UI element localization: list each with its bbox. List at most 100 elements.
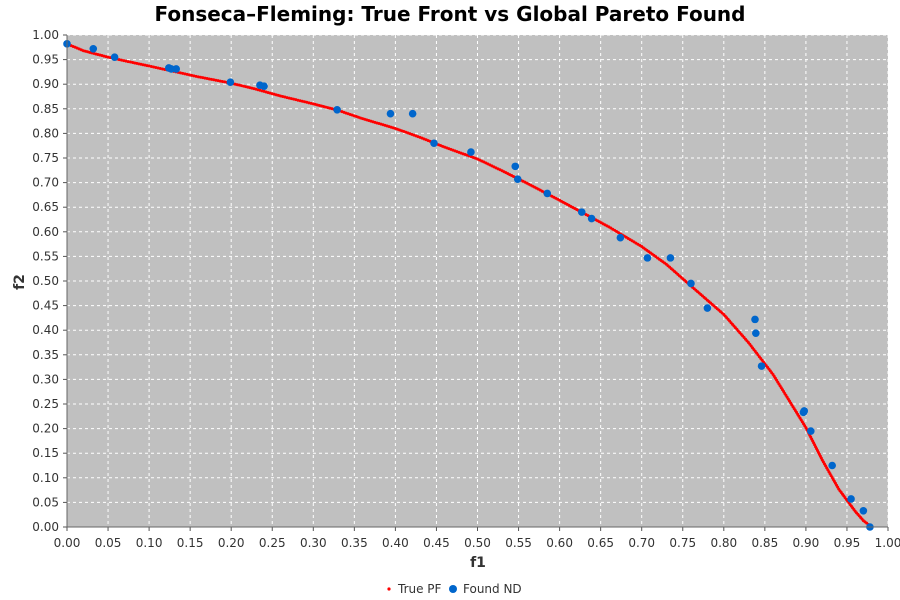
true-pf-point bbox=[126, 60, 130, 64]
y-tick-label: 0.35 bbox=[32, 348, 59, 362]
true-pf-point bbox=[147, 64, 151, 68]
true-pf-point bbox=[152, 65, 156, 69]
true-pf-point bbox=[192, 74, 196, 78]
x-tick-label: 0.20 bbox=[218, 536, 245, 550]
found-nd-point bbox=[643, 254, 652, 262]
x-tick-label: 0.10 bbox=[136, 536, 163, 550]
found-nd-point bbox=[577, 208, 586, 216]
x-tick-label: 0.25 bbox=[259, 536, 286, 550]
true-pf-point bbox=[161, 67, 165, 71]
legend-true-pf-label: True PF bbox=[397, 582, 442, 596]
found-nd-point bbox=[687, 279, 695, 288]
y-tick-label: 0.60 bbox=[32, 225, 59, 239]
x-tick-label: 0.50 bbox=[464, 536, 491, 550]
true-pf-point bbox=[154, 65, 158, 69]
found-nd-point bbox=[807, 427, 815, 435]
x-tick-label: 0.80 bbox=[710, 536, 737, 550]
series-found-nd bbox=[63, 40, 874, 531]
true-pf-point bbox=[181, 71, 185, 75]
x-tick-label: 0.30 bbox=[300, 536, 327, 550]
x-tick-label: 0.90 bbox=[793, 536, 820, 550]
legend-found-nd-label: Found ND bbox=[463, 582, 522, 596]
x-axis: 0.00 0.05 0.10 0.15 0.20 0.25 0.30 0.35 0.40 0.45… bbox=[54, 526, 900, 550]
found-nd-point bbox=[752, 329, 760, 337]
y-tick-label: 0.25 bbox=[32, 397, 59, 411]
y-axis: 0.00 0.05 0.10 0.15 0.20 0.25 0.30 0.35 0.40 0.45… bbox=[32, 28, 68, 534]
found-nd-point bbox=[172, 65, 180, 73]
found-nd-point bbox=[226, 78, 235, 87]
y-tick-label: 0.85 bbox=[32, 102, 59, 116]
y-tick-label: 0.70 bbox=[32, 176, 59, 190]
x-tick-label: 0.00 bbox=[54, 536, 81, 550]
y-tick-label: 0.75 bbox=[32, 151, 59, 165]
x-tick-label: 0.40 bbox=[382, 536, 409, 550]
x-axis-label: f1 bbox=[470, 555, 486, 571]
found-nd-point bbox=[859, 506, 868, 515]
found-nd-point bbox=[828, 461, 836, 470]
y-axis-label: f2 bbox=[12, 274, 28, 290]
found-nd-point bbox=[467, 148, 475, 156]
true-pf-point bbox=[183, 72, 187, 76]
y-tick-label: 0.65 bbox=[32, 200, 59, 214]
found-nd-point bbox=[430, 139, 438, 148]
found-nd-point bbox=[408, 109, 417, 118]
x-tick-label: 0.75 bbox=[669, 536, 696, 550]
found-nd-point bbox=[587, 214, 596, 223]
found-nd-point bbox=[89, 44, 98, 53]
true-pf-point bbox=[158, 66, 162, 70]
true-pf-point bbox=[106, 55, 110, 59]
y-tick-label: 0.40 bbox=[32, 323, 59, 337]
x-tick-label: 1.00 bbox=[875, 536, 900, 550]
y-tick-label: 0.00 bbox=[32, 520, 59, 534]
x-tick-label: 0.70 bbox=[628, 536, 655, 550]
found-nd-point bbox=[751, 315, 759, 324]
y-tick-label: 0.55 bbox=[32, 249, 59, 263]
found-nd-point bbox=[757, 362, 766, 370]
y-tick-label: 0.90 bbox=[32, 77, 59, 91]
y-tick-label: 0.30 bbox=[32, 372, 59, 386]
found-nd-point bbox=[616, 233, 625, 242]
x-tick-label: 0.55 bbox=[505, 536, 532, 550]
y-tick-label: 0.10 bbox=[32, 471, 59, 485]
chart-title: Fonseca–Fleming: True Front vs Global Pa… bbox=[154, 2, 745, 26]
found-nd-point bbox=[847, 495, 855, 503]
legend: True PF Found ND bbox=[387, 582, 522, 596]
true-pf-point bbox=[178, 71, 182, 75]
x-tick-label: 0.35 bbox=[341, 536, 368, 550]
x-tick-label: 0.85 bbox=[751, 536, 778, 550]
true-pf-point bbox=[117, 58, 121, 62]
true-pf-point bbox=[190, 73, 194, 77]
y-tick-label: 0.80 bbox=[32, 126, 59, 140]
x-tick-label: 0.15 bbox=[177, 536, 204, 550]
x-tick-label: 0.60 bbox=[546, 536, 573, 550]
found-nd-point bbox=[513, 175, 522, 183]
x-tick-label: 0.45 bbox=[423, 536, 450, 550]
true-pf-point bbox=[156, 66, 160, 70]
found-nd-point bbox=[260, 82, 268, 90]
legend-found-nd-marker bbox=[449, 585, 457, 593]
true-pf-point bbox=[194, 74, 198, 78]
y-tick-label: 1.00 bbox=[32, 28, 59, 42]
legend-true-pf-marker bbox=[387, 587, 391, 591]
found-nd-point bbox=[666, 254, 675, 262]
found-nd-point bbox=[386, 109, 395, 118]
true-pf-point bbox=[149, 64, 153, 68]
y-tick-label: 0.95 bbox=[32, 53, 59, 67]
found-nd-point bbox=[511, 162, 520, 171]
true-pf-point bbox=[185, 72, 189, 76]
x-tick-label: 0.05 bbox=[95, 536, 122, 550]
found-nd-point bbox=[703, 304, 712, 312]
x-tick-label: 0.65 bbox=[587, 536, 614, 550]
found-nd-point bbox=[110, 53, 119, 61]
x-tick-label: 0.95 bbox=[834, 536, 861, 550]
found-nd-point bbox=[333, 105, 341, 114]
y-tick-label: 0.05 bbox=[32, 495, 59, 509]
found-nd-point bbox=[543, 189, 552, 198]
y-tick-label: 0.50 bbox=[32, 274, 59, 288]
true-pf-point bbox=[122, 59, 126, 63]
y-tick-label: 0.15 bbox=[32, 446, 59, 460]
true-pf-point bbox=[128, 60, 132, 64]
y-tick-label: 0.45 bbox=[32, 299, 59, 313]
true-pf-point bbox=[187, 73, 191, 77]
